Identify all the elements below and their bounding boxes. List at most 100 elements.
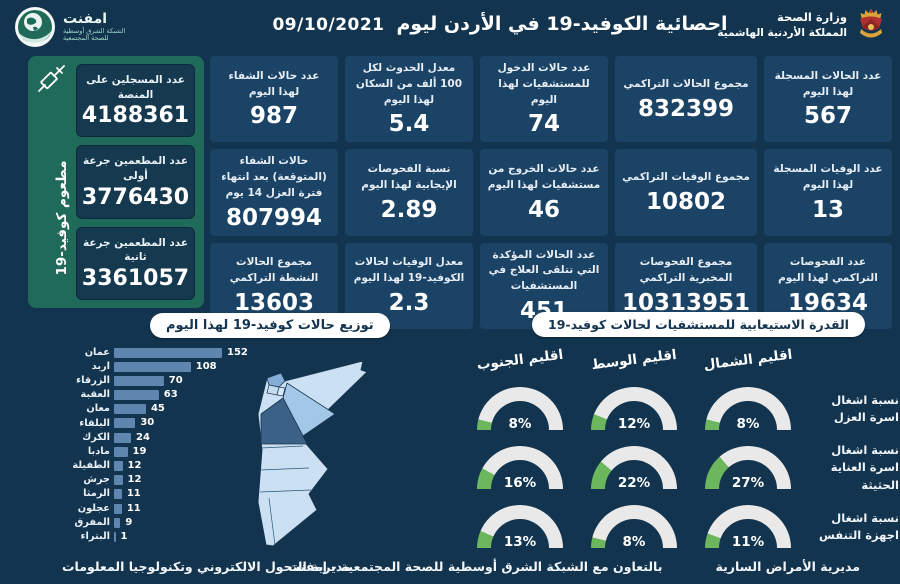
stat-card-value: 10802 bbox=[645, 188, 727, 215]
stat-card-value: 987 bbox=[250, 103, 299, 130]
page-title-text: احصائية الكوفيد-19 في الأردن ليوم bbox=[396, 13, 728, 35]
bar-row: عجلون 11 bbox=[56, 503, 296, 514]
gauge-grid-corner bbox=[807, 344, 899, 376]
bar-value: 9 bbox=[125, 516, 133, 528]
bar-label: جرش bbox=[83, 474, 110, 486]
gauge: 22% bbox=[591, 445, 677, 491]
gauge: 11% bbox=[705, 504, 791, 550]
stat-card: حالات الشفاء (المتوقعة) بعد انتهاء فترة … bbox=[210, 149, 338, 236]
logo-name: امفنت bbox=[63, 11, 108, 28]
vaccine-card-value: 3361057 bbox=[81, 266, 190, 291]
stat-card-value: 10313951 bbox=[621, 289, 751, 316]
gauge: 16% bbox=[477, 445, 563, 491]
gauge-row-label: نسبة اشغال اجهزة التنفس bbox=[819, 510, 899, 542]
stat-card-value: 807994 bbox=[225, 204, 323, 231]
bar-value: 11 bbox=[126, 502, 141, 514]
bar-value: 11 bbox=[126, 488, 141, 500]
logo-sub-line2: للصحة المجتمعية bbox=[63, 34, 109, 43]
gauge-cell: 16% bbox=[465, 442, 575, 494]
bar bbox=[114, 347, 222, 358]
jordan-map bbox=[257, 360, 368, 547]
bar-row: معان 45 bbox=[56, 404, 296, 415]
bar-label: الرمثا bbox=[83, 488, 110, 500]
bar-value: 1 bbox=[120, 530, 128, 542]
ministry-text: وزارة الصحة المملكة الأردنية الهاشمية bbox=[717, 10, 847, 40]
gauge-value: 8% bbox=[736, 415, 760, 432]
gauge: 12% bbox=[591, 386, 677, 432]
stat-card-label: معدل الحدوث لكل 100 ألف من السكان لهذا ا… bbox=[355, 62, 463, 106]
vaccination-cards: عدد المسجلين على المنصة 4188361 عدد المط… bbox=[76, 64, 195, 300]
stat-card-value: 74 bbox=[527, 111, 560, 138]
gauge-cell: 27% bbox=[693, 442, 803, 494]
gauge-value: 11% bbox=[731, 533, 765, 550]
gauge-value: 8% bbox=[508, 415, 532, 432]
bar-chart-title: توزيع حالات كوفيد-19 لهذا اليوم bbox=[150, 313, 390, 338]
bar-row: الطفيلة 12 bbox=[56, 461, 296, 472]
bar-value: 108 bbox=[195, 360, 217, 372]
gauge-row-label: نسبة اشغال اسرة العناية الحثيثة bbox=[830, 443, 899, 492]
gauge-column-header: اقليم الشمال bbox=[702, 346, 794, 374]
bar-label: اربد bbox=[91, 360, 110, 372]
gauge-cell: 8% bbox=[579, 501, 689, 553]
stat-card-label: نسبة الفحوصات الإيجابية لهذا اليوم bbox=[361, 163, 457, 191]
bar bbox=[114, 390, 159, 401]
emphnet-logo: امفنت الشبكة الشرق أوسطية للصحة المجتمعي… bbox=[14, 6, 125, 48]
stat-card-label: عدد حالات الشفاء لهذا اليوم bbox=[228, 69, 320, 98]
vaccine-card-second-dose: عدد المطعمين جرعة ثانية 3361057 bbox=[76, 226, 195, 300]
bar-row: مادبا 19 bbox=[56, 446, 296, 457]
gauge-cell: 8% bbox=[693, 383, 803, 435]
stat-card: عدد حالات الخروج من مستشفيات لهذا اليوم 4… bbox=[479, 149, 608, 236]
bar-value: 45 bbox=[150, 403, 165, 415]
stat-card-value: 832399 bbox=[637, 95, 735, 122]
vaccine-card-label: عدد المطعمين جرعة أولى bbox=[82, 155, 189, 182]
stat-card-label: مجموع الحالات النشطة التراكمي bbox=[229, 256, 319, 285]
stat-card-label: عدد حالات الدخول للمستشفيات لهذا اليوم bbox=[497, 62, 591, 106]
stat-card-value: 567 bbox=[804, 103, 853, 130]
stat-card: نسبة الفحوصات الإيجابية لهذا اليوم 2.89 bbox=[345, 149, 473, 236]
stat-card: مجموع الحالات التراكمي 832399 bbox=[614, 56, 758, 143]
bar-row: جرش 12 bbox=[56, 475, 296, 486]
gauge: 27% bbox=[705, 445, 791, 491]
footer-it-directorate: مديرية التحول الالكتروني وتكنولوجيا المع… bbox=[62, 559, 351, 574]
stat-card-label: حالات الشفاء (المتوقعة) بعد انتهاء فترة … bbox=[221, 155, 327, 199]
stat-card-value: 19634 bbox=[788, 289, 869, 316]
stat-card-value: 13603 bbox=[233, 289, 315, 316]
bar-value: 12 bbox=[127, 460, 142, 471]
bar-row: الكرك 24 bbox=[56, 432, 296, 443]
stat-card-label: عدد حالات الخروج من مستشفيات لهذا اليوم bbox=[487, 163, 601, 191]
bar-label: البتراء bbox=[80, 531, 111, 543]
bar bbox=[114, 446, 128, 457]
bar-row: المفرق 9 bbox=[56, 517, 296, 528]
bar-value: 63 bbox=[163, 389, 178, 401]
bar bbox=[114, 432, 132, 443]
stat-card-value: 2.89 bbox=[380, 196, 438, 223]
bar-row: العقبة 63 bbox=[56, 390, 296, 401]
vaccine-card-value: 3776430 bbox=[81, 184, 190, 210]
gauge-column-header: اقليم الوسط bbox=[590, 346, 678, 374]
stat-card-label: عدد الفحوصات التراكمي لهذا اليوم bbox=[778, 256, 878, 285]
bar bbox=[114, 503, 122, 514]
ministry-line2: المملكة الأردنية الهاشمية bbox=[717, 26, 847, 39]
vaccine-card-value: 4188361 bbox=[81, 103, 190, 129]
stat-card-value: 13 bbox=[812, 196, 845, 223]
gauge-value: 27% bbox=[731, 474, 765, 491]
bar-value: 70 bbox=[168, 374, 183, 386]
bar-value: 152 bbox=[227, 346, 248, 358]
bar-label: المفرق bbox=[74, 516, 110, 528]
bar bbox=[114, 461, 123, 471]
gauge-column-header: اقليم الجنوب bbox=[475, 346, 565, 374]
vaccine-card-label: عدد المطعمين جرعة ثانية bbox=[82, 236, 189, 264]
stat-card-value: 46 bbox=[527, 196, 560, 223]
ministry-block: وزارة الصحة المملكة الأردنية الهاشمية bbox=[717, 7, 888, 43]
bar bbox=[114, 375, 164, 386]
bar-label: مادبا bbox=[87, 445, 110, 457]
stat-card: مجموع الوفيات التراكمي 10802 bbox=[614, 149, 758, 236]
stat-card: عدد حالات الشفاء لهذا اليوم 987 bbox=[210, 56, 338, 143]
gauge-value: 12% bbox=[617, 415, 651, 432]
gauge-value: 16% bbox=[503, 474, 537, 491]
stat-card: عدد الوفيات المسجلة لهذا اليوم 13 bbox=[764, 149, 892, 236]
stat-card-label: مجموع الفحوصات المخبرية التراكمي bbox=[639, 256, 733, 285]
gauge: 8% bbox=[591, 504, 677, 550]
logo-text: امفنت الشبكة الشرق أوسطية للصحة المجتمعي… bbox=[63, 11, 125, 42]
